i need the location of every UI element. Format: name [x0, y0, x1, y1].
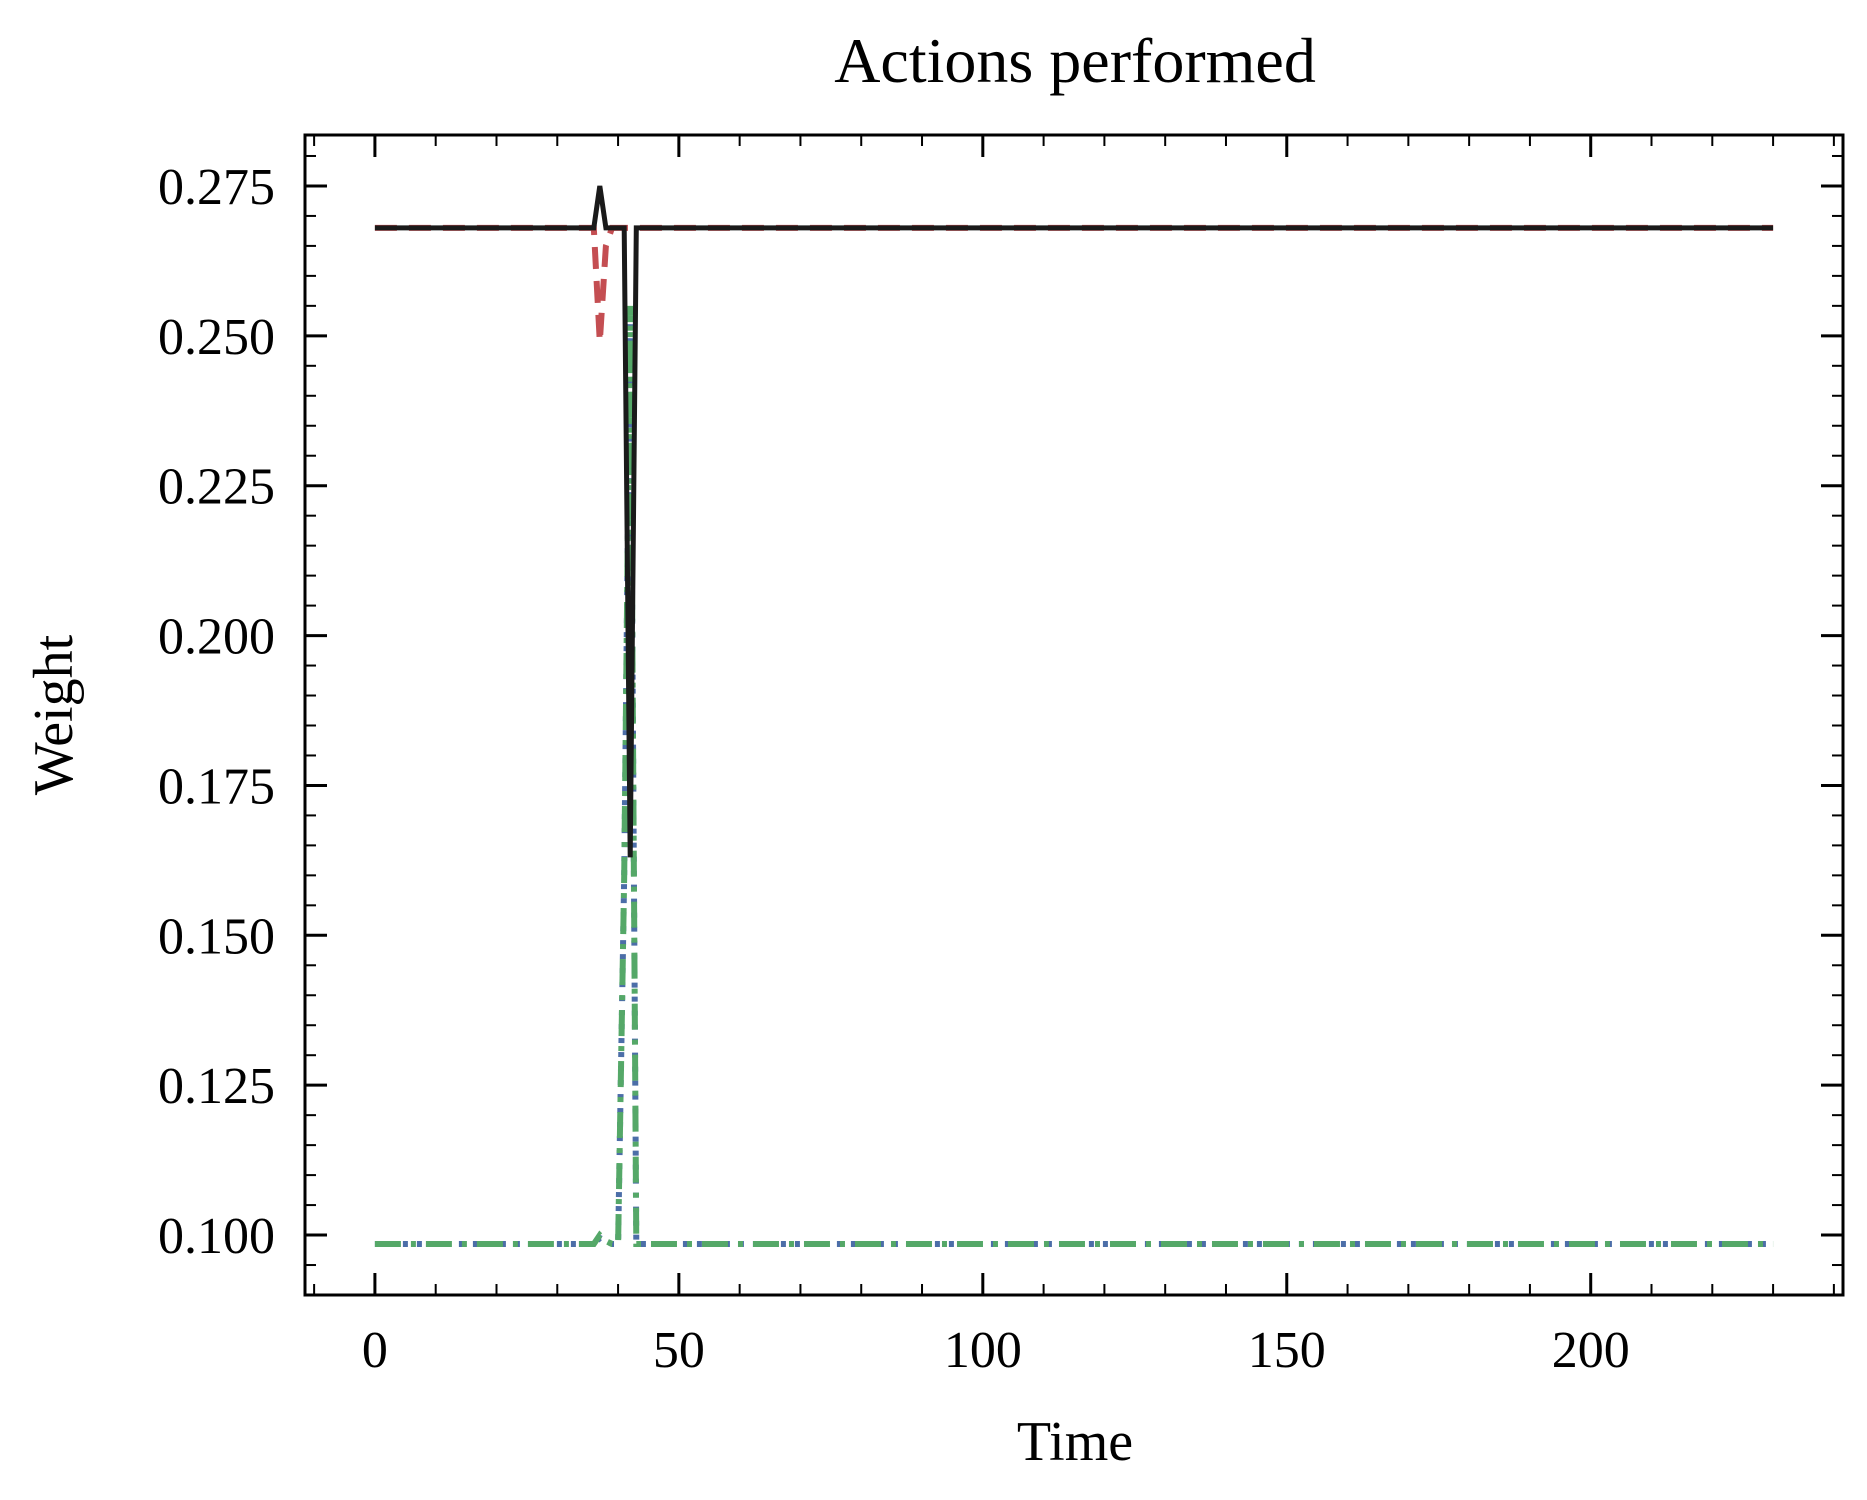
x-tick-label: 150 [1248, 1322, 1326, 1379]
y-tick-label: 0.225 [158, 459, 275, 516]
x-tick-label: 0 [362, 1322, 388, 1379]
series-line-3 [374, 305, 1774, 1247]
label-layer: 0 50 100 150 200 0.100 0.125 0.150 0.175 0.200 0.2… [158, 159, 1630, 1379]
y-tick-label: 0.150 [158, 908, 275, 965]
x-tick-label: 50 [653, 1322, 705, 1379]
y-axis-title: Weight [23, 634, 85, 795]
y-tick-label: 0.200 [158, 609, 275, 666]
y-tick-label: 0.175 [158, 758, 275, 815]
plot-frame [303, 133, 1845, 1297]
y-tick-label: 0.250 [158, 309, 275, 366]
x-tick-label: 200 [1552, 1322, 1630, 1379]
x-tick-label: 100 [944, 1322, 1022, 1379]
tick-layer [305, 135, 1843, 1296]
y-tick-label: 0.100 [158, 1208, 275, 1265]
y-tick-label: 0.125 [158, 1058, 275, 1115]
y-tick-label: 0.275 [158, 159, 275, 216]
chart-title: Actions performed [834, 25, 1316, 96]
series-line-4 [374, 185, 1774, 858]
series-layer [374, 185, 1774, 1247]
x-axis-title: Time [1017, 1411, 1133, 1473]
